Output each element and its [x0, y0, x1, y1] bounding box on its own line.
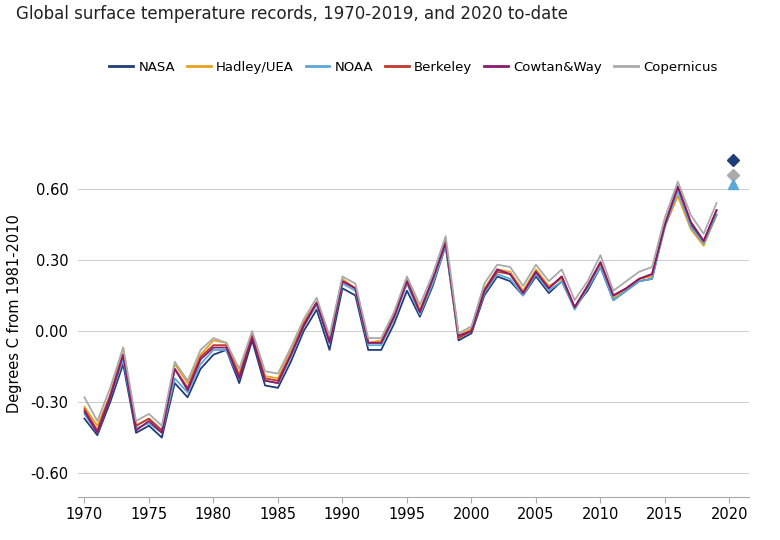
Text: Global surface temperature records, 1970-2019, and 2020 to-date: Global surface temperature records, 1970…: [16, 5, 568, 23]
Y-axis label: Degrees C from 1981-2010: Degrees C from 1981-2010: [7, 214, 22, 413]
Legend: NASA, Hadley/UEA, NOAA, Berkeley, Cowtan&Way, Copernicus: NASA, Hadley/UEA, NOAA, Berkeley, Cowtan…: [104, 56, 723, 79]
